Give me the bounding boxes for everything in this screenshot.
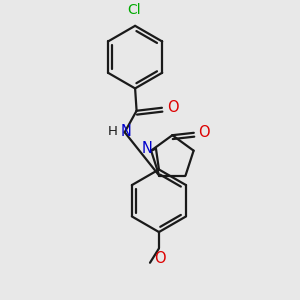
Text: N: N xyxy=(142,141,153,156)
Text: N: N xyxy=(121,124,132,139)
Text: O: O xyxy=(154,251,165,266)
Text: O: O xyxy=(199,125,210,140)
Text: Cl: Cl xyxy=(127,4,140,17)
Text: O: O xyxy=(167,100,178,115)
Text: H: H xyxy=(108,125,118,138)
